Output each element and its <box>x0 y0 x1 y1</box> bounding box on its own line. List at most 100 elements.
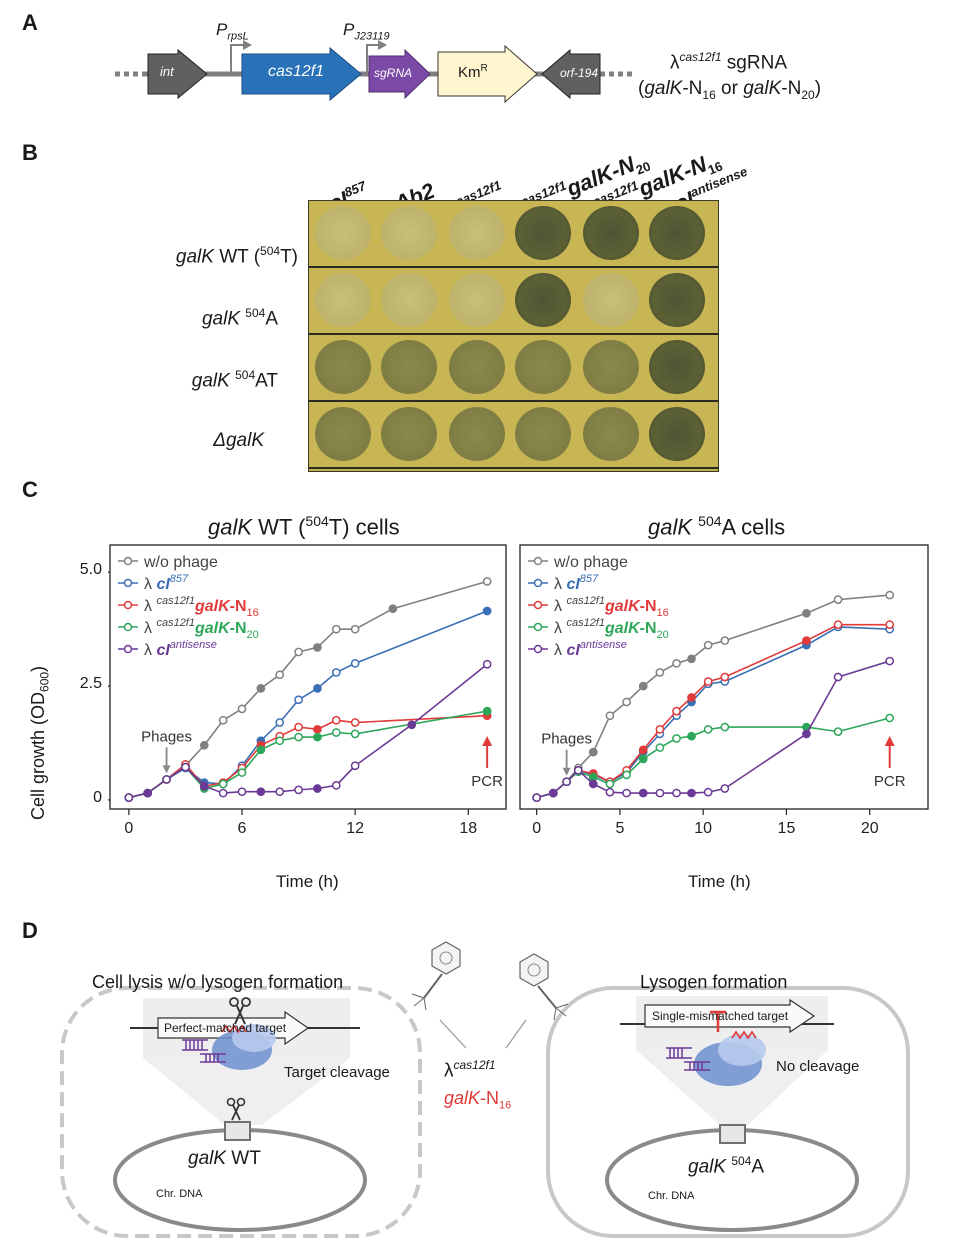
promoter-J23119-label: PJ23119 <box>343 20 390 43</box>
data-point <box>605 711 615 721</box>
data-point <box>687 731 696 741</box>
gene-label-sgRNA: sgRNA <box>374 66 413 80</box>
data-point <box>703 640 713 650</box>
data-point <box>885 656 895 666</box>
data-point <box>313 732 322 742</box>
plaque-spot <box>449 206 505 260</box>
plaque-spot <box>515 206 571 260</box>
legend-label: λ cas12f1galK-N20 <box>554 617 669 641</box>
data-point <box>256 684 266 693</box>
data-point <box>703 677 713 686</box>
data-point <box>275 787 285 797</box>
data-point <box>672 734 681 743</box>
guide-pairing-right <box>731 1030 757 1040</box>
x-tick-label: 10 <box>694 820 712 837</box>
series-line <box>536 660 890 799</box>
center-phage-label: λcas12f1 <box>444 1058 496 1082</box>
x-tick-label: 18 <box>459 820 477 837</box>
data-point <box>622 697 631 707</box>
scissors-icon <box>226 1097 246 1121</box>
data-point <box>294 785 303 795</box>
data-point <box>622 788 631 798</box>
data-point <box>720 722 730 732</box>
promoter-rpsL-icon <box>230 44 243 72</box>
data-point <box>143 788 153 798</box>
phage-construct-name: λcas12f1 sgRNA <box>670 50 787 74</box>
phages-annotation: Phages <box>541 731 592 748</box>
gene-orf194 <box>541 48 601 100</box>
plaque-spot <box>649 206 705 260</box>
x-tick-label: 20 <box>861 820 879 837</box>
y-tick-label: 2.5 <box>79 675 102 693</box>
data-point <box>588 779 598 789</box>
data-point <box>655 724 665 734</box>
data-point <box>687 693 696 702</box>
x-tick-label: 12 <box>346 820 364 837</box>
lysed-cell-outline <box>60 986 422 1238</box>
center-guide-label: galK-N16 <box>444 1088 512 1112</box>
gene-cas12f1 <box>241 46 362 102</box>
data-point <box>294 695 303 705</box>
x-tick-label: 15 <box>778 820 796 837</box>
plaque-spot <box>449 340 505 394</box>
data-point <box>482 659 492 669</box>
data-point <box>802 636 811 645</box>
data-point <box>218 779 228 789</box>
scissors-icon <box>229 997 251 1025</box>
plaque-spot <box>381 206 437 260</box>
lysogen-cell-outline <box>546 986 910 1238</box>
data-point <box>218 715 228 725</box>
panel-label-a: A <box>22 10 38 35</box>
mechanism-diagram <box>60 941 910 1238</box>
plaque-spot <box>315 206 371 260</box>
right-chr-label: Chr. DNA <box>648 1190 695 1202</box>
data-point <box>482 606 492 616</box>
phage-icon <box>411 941 461 1011</box>
plaque-spot <box>315 407 371 461</box>
gene-label-orf194: orf-194 <box>560 66 599 80</box>
left-action-label: Target cleavage <box>284 1064 390 1081</box>
plaque-spot <box>315 273 371 327</box>
chromosome-left <box>113 1128 367 1232</box>
data-point <box>655 788 665 798</box>
legend-label: λ cas12f1galK-N20 <box>144 617 259 641</box>
data-point <box>833 620 843 630</box>
data-point <box>237 768 247 777</box>
right-action-label: No cleavage <box>776 1058 860 1075</box>
data-point <box>237 704 247 714</box>
data-point <box>672 788 681 798</box>
x-tick-label: 0 <box>532 820 541 837</box>
data-point <box>605 779 615 789</box>
data-point <box>622 770 631 780</box>
promoter-rpsL-label: PrpsL <box>216 20 249 43</box>
panel-label-b: B <box>22 140 38 165</box>
gene-label-KmR: KmR <box>458 63 488 81</box>
data-point <box>350 718 360 727</box>
plaque-spot <box>381 407 437 461</box>
data-point <box>313 684 322 693</box>
data-point <box>703 787 713 797</box>
plaque-spot <box>583 407 639 461</box>
data-point <box>313 643 322 652</box>
legend-label: λ cas12f1galK-N16 <box>554 595 669 619</box>
data-point <box>802 729 811 739</box>
data-point <box>638 681 648 691</box>
plaque-spot <box>515 407 571 461</box>
data-point <box>605 787 615 797</box>
row-label-wt: galK WT (504T) <box>175 244 298 268</box>
legend-label: λ cas12f1galK-N16 <box>144 595 259 619</box>
data-point <box>655 743 665 752</box>
legend-label: λ cIantisense <box>144 639 217 659</box>
data-point <box>199 781 209 791</box>
inhibition-icon <box>710 1010 726 1032</box>
pcr-annotation: PCR <box>471 773 503 790</box>
plaque-spot <box>583 206 639 260</box>
data-point <box>275 718 285 727</box>
data-point <box>407 720 417 730</box>
data-point <box>350 729 360 739</box>
x-tick-label: 5 <box>615 820 624 837</box>
y-tick-label: 5.0 <box>79 561 102 579</box>
gene-int <box>147 48 208 100</box>
data-point <box>331 624 341 634</box>
